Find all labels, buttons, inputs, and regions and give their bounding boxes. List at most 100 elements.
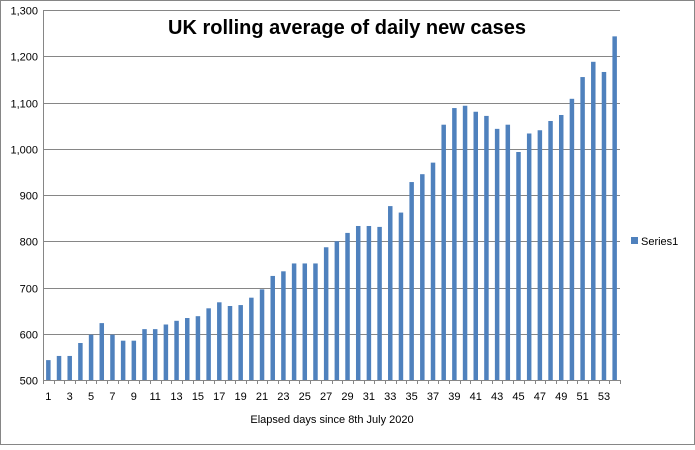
- y-tick-label: 1,200: [10, 52, 38, 64]
- x-tick-label: 33: [384, 391, 396, 403]
- bar: [99, 323, 105, 380]
- bar: [526, 133, 532, 380]
- bar: [291, 263, 297, 380]
- bar: [558, 114, 564, 381]
- bar: [505, 124, 511, 380]
- bars: [46, 36, 617, 381]
- bar: [601, 71, 607, 380]
- x-tick-label: 31: [363, 391, 375, 403]
- bar: [484, 115, 489, 380]
- x-tick-label: 17: [213, 391, 225, 403]
- x-tick-label: 43: [491, 391, 503, 403]
- y-tick-label: 1,100: [10, 99, 38, 111]
- x-tick-label: 29: [341, 391, 353, 403]
- x-tick-label: 27: [320, 391, 332, 403]
- x-tick-label: 37: [427, 391, 439, 403]
- x-tick-label: 7: [109, 391, 115, 403]
- bar: [430, 162, 436, 381]
- bar: [420, 174, 425, 380]
- y-tick-label: 1,300: [10, 6, 38, 18]
- y-tick-label: 1,000: [10, 145, 38, 157]
- y-tick-label: 700: [20, 284, 38, 296]
- x-tick-label: 9: [131, 391, 137, 403]
- bar: [217, 302, 222, 380]
- bar: [494, 128, 500, 380]
- y-tick-label: 800: [20, 237, 38, 249]
- y-tick-label: 500: [20, 376, 38, 388]
- x-tick-label: 1: [45, 391, 51, 403]
- bar: [537, 130, 543, 380]
- x-tick-label: 5: [88, 391, 94, 403]
- bar: [110, 334, 115, 380]
- y-tick-label: 600: [20, 330, 38, 342]
- bar: [591, 61, 596, 381]
- bar: [88, 334, 94, 380]
- bar: [142, 329, 147, 381]
- bar: [67, 355, 72, 380]
- bar: [56, 355, 62, 380]
- x-tick-label: 15: [192, 391, 204, 403]
- bar: [206, 308, 211, 380]
- x-axis-label: Elapsed days since 8th July 2020: [250, 414, 413, 426]
- bar: [441, 124, 446, 380]
- bar: [323, 247, 329, 380]
- bar: [462, 105, 468, 381]
- bar: [366, 225, 372, 380]
- bar: [569, 98, 575, 381]
- x-tick-label: 25: [299, 391, 311, 403]
- bar: [612, 36, 617, 381]
- bar: [409, 182, 414, 380]
- bar: [302, 263, 308, 380]
- x-tick-label: 35: [406, 391, 418, 403]
- x-tick-label: 21: [256, 391, 268, 403]
- x-tick-label: 51: [576, 391, 588, 403]
- bar: [163, 324, 169, 380]
- bar: [227, 306, 233, 380]
- bar: [249, 297, 254, 380]
- bar: [185, 318, 190, 380]
- bar: [334, 241, 340, 380]
- x-tick-label: 39: [448, 391, 460, 403]
- bar: [473, 111, 478, 380]
- bar: [131, 340, 137, 380]
- y-tick-labels: 500 600 700 800 900 1,000 1,100 1,200 1,300: [10, 6, 38, 388]
- x-tick-label: 45: [512, 391, 524, 403]
- bar: [120, 340, 126, 380]
- bar: [355, 225, 361, 380]
- x-tick-labels: 1 3 5 7 9 11 13 15 17 19 21 23 25 27 29 31 33 35 37 39 41 43 4…: [45, 391, 610, 403]
- y-tick-label: 900: [20, 191, 38, 203]
- bar: [548, 121, 553, 380]
- x-tick-label: 47: [534, 391, 546, 403]
- legend-swatch-series1: [631, 237, 638, 244]
- x-tick-label: 11: [149, 391, 160, 403]
- bar: [398, 212, 404, 380]
- bar: [270, 275, 275, 380]
- bar: [313, 263, 318, 380]
- bar: [195, 316, 201, 380]
- bar: [452, 108, 457, 381]
- chart-title: UK rolling average of daily new cases: [168, 17, 526, 39]
- x-tick-label: 23: [277, 391, 289, 403]
- x-tick-label: 41: [470, 391, 482, 403]
- bar: [516, 151, 521, 380]
- bar: [238, 305, 243, 380]
- bar: [345, 232, 350, 380]
- x-tick-label: 19: [235, 391, 247, 403]
- bar: [46, 360, 51, 380]
- x-tick-label: 3: [67, 391, 73, 403]
- bar: [152, 329, 158, 381]
- x-tick-label: 49: [555, 391, 567, 403]
- x-tick-label: 53: [598, 391, 610, 403]
- x-tick-label: 13: [170, 391, 182, 403]
- bar: [78, 343, 83, 380]
- bar: [259, 289, 265, 380]
- legend-label-series1: Series1: [641, 236, 678, 248]
- legend: Series1: [631, 236, 678, 248]
- bar: [580, 77, 585, 380]
- bar: [377, 226, 382, 380]
- bar: [281, 271, 286, 380]
- axes: [43, 10, 621, 384]
- bar: [388, 206, 393, 380]
